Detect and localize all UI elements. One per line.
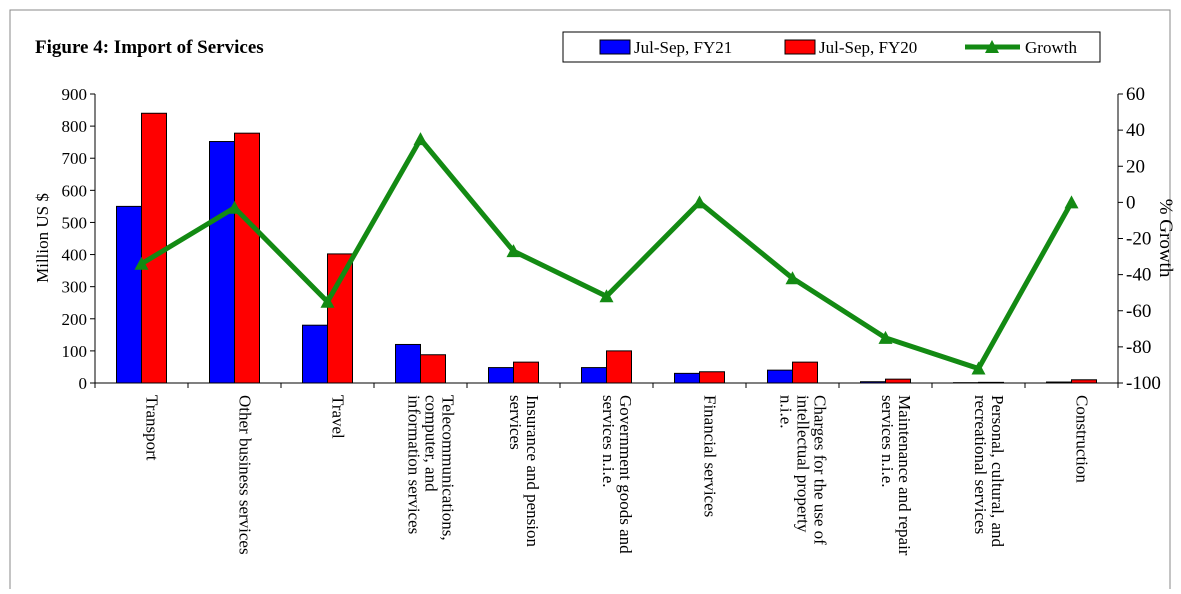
bar [582,368,607,383]
chart-title: Figure 4: Import of Services [35,37,264,58]
bar [1047,382,1072,383]
y-tick-label: 600 [62,181,88,200]
x-tick-label: Maintenance and repairservices n.i.e. [878,395,914,556]
y-tick-label: 200 [62,310,88,329]
marker [414,132,428,145]
y2-tick-label: 60 [1126,84,1145,105]
y2-tick-label: -100 [1126,373,1161,394]
legend-label: Jul-Sep, FY21 [634,38,732,57]
bar [421,355,446,383]
y-tick-label: 0 [79,374,88,393]
bar [489,368,514,383]
x-tick-label: Financial services [701,395,720,517]
y2-tick-label: 20 [1126,156,1145,177]
y2-tick-label: -60 [1126,301,1151,322]
x-tick-label: Government goods andservices n.i.e. [599,395,635,554]
bar [303,325,328,383]
marker [1065,195,1079,208]
y-axis-label: Million US $ [33,193,52,283]
y2-tick-label: 40 [1126,120,1145,141]
legend-swatch [785,40,815,54]
bar [514,362,539,383]
bar [328,254,353,383]
x-tick-label: Other business services [236,395,255,555]
legend-label: Jul-Sep, FY20 [819,38,917,57]
bar [1072,380,1097,383]
bar [396,344,421,383]
x-tick-label: Charges for the use ofintellectual prope… [777,395,830,545]
y-tick-label: 300 [62,278,88,297]
y2-tick-label: 0 [1126,192,1136,213]
y2-axis-label: % Growth [1155,199,1176,278]
bar [210,142,235,383]
y-tick-label: 800 [62,117,88,136]
x-tick-label: Personal, cultural, andrecreational serv… [971,395,1007,548]
bar [117,206,142,383]
bar [675,373,700,383]
bar [861,382,886,383]
y-tick-label: 900 [62,85,88,104]
legend-swatch [600,40,630,54]
line [142,139,1072,368]
bar [793,362,818,383]
bar [700,372,725,383]
y2-tick-label: -80 [1126,337,1151,358]
x-tick-label: Telecommunications,computer, andinformat… [405,395,458,541]
y2-tick-label: -20 [1126,229,1151,250]
y-tick-label: 500 [62,213,88,232]
x-tick-label: Travel [329,395,348,439]
bar [979,382,1004,383]
y-tick-label: 400 [62,246,88,265]
bar [235,133,260,383]
marker [693,195,707,208]
bar [886,379,911,383]
y-tick-label: 100 [62,342,88,361]
y2-tick-label: -40 [1126,265,1151,286]
x-tick-label: Insurance and pensionservices [506,395,542,548]
bar [768,370,793,383]
x-tick-label: Transport [143,395,162,461]
bar [607,351,632,383]
y-tick-label: 700 [62,149,88,168]
x-tick-label: Construction [1073,395,1092,483]
legend-label: Growth [1025,38,1077,57]
